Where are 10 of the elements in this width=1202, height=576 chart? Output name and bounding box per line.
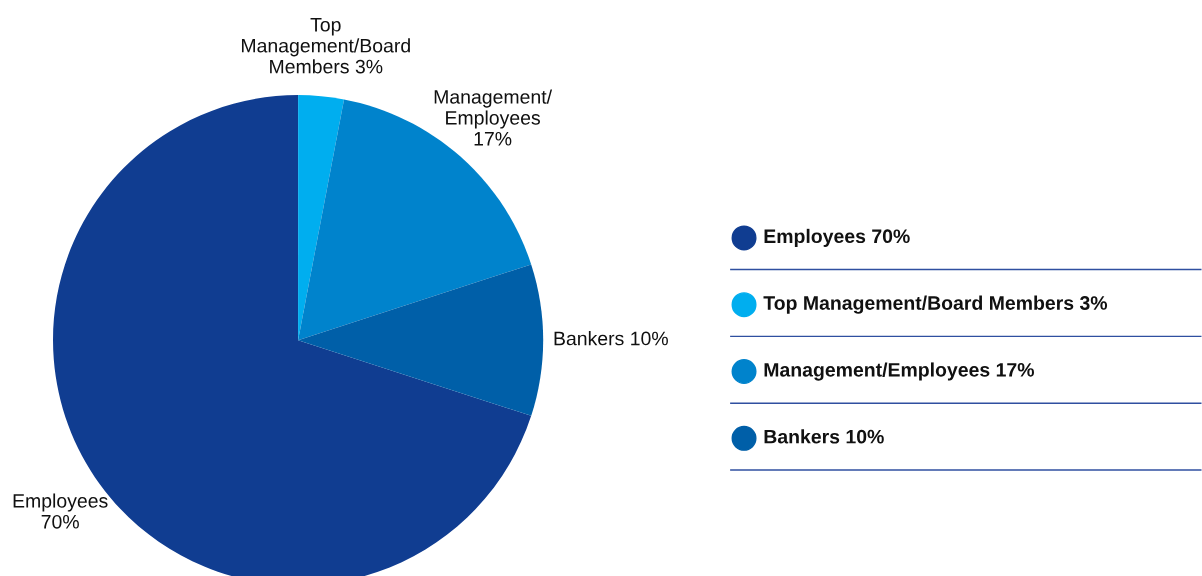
slice-label: Employees [13,493,108,512]
data-label: 17% [474,132,512,146]
text: Employees 70% [764,228,910,247]
legend-label: Top Management/Board Members 3% [763,295,1108,314]
text: Top Management/Board Members 3% [241,18,410,74]
legend-label: Bankers 10% [764,429,884,444]
text: Bankers 10% [554,331,668,346]
data-label: 70% [41,514,79,529]
text: Management/Employees 17% [764,362,1034,381]
slice-label: Management/ Employees [434,89,553,129]
